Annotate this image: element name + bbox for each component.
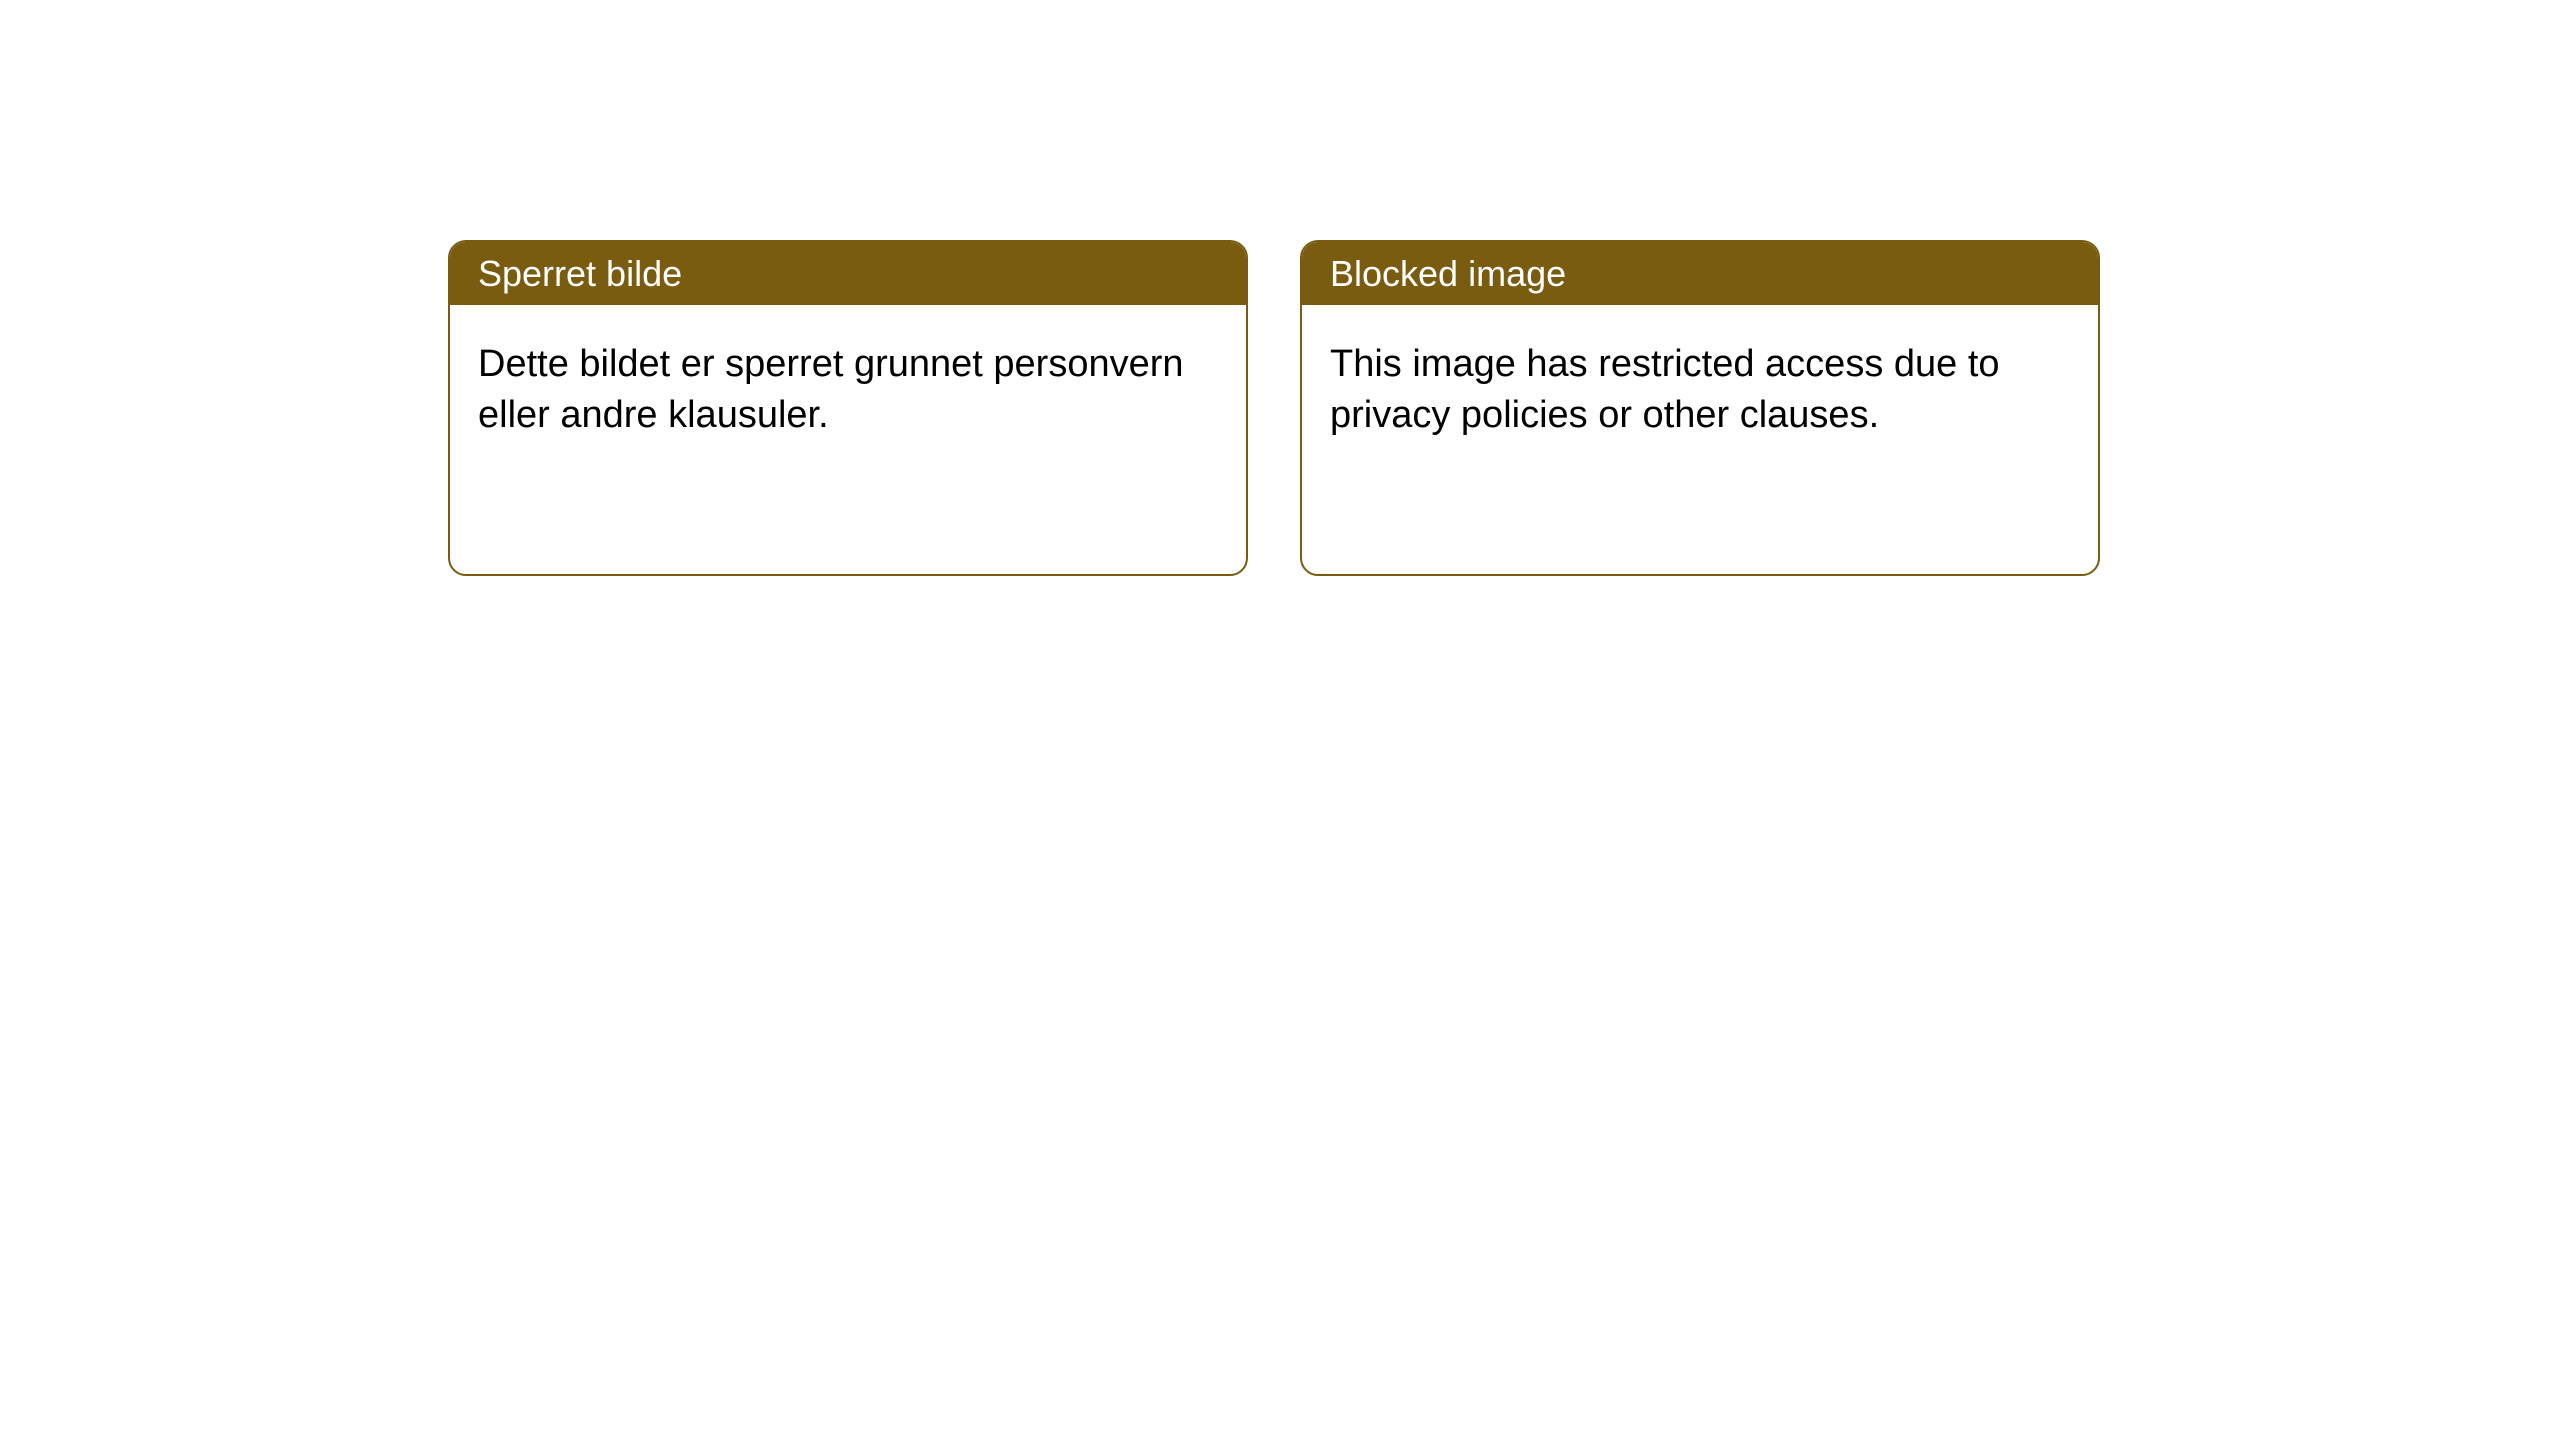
notice-header-norwegian: Sperret bilde <box>450 242 1246 305</box>
notice-box-norwegian: Sperret bilde Dette bildet er sperret gr… <box>448 240 1248 576</box>
notice-body-english: This image has restricted access due to … <box>1302 305 2098 574</box>
notice-header-english: Blocked image <box>1302 242 2098 305</box>
notice-body-norwegian: Dette bildet er sperret grunnet personve… <box>450 305 1246 574</box>
notice-container: Sperret bilde Dette bildet er sperret gr… <box>0 0 2560 576</box>
notice-box-english: Blocked image This image has restricted … <box>1300 240 2100 576</box>
